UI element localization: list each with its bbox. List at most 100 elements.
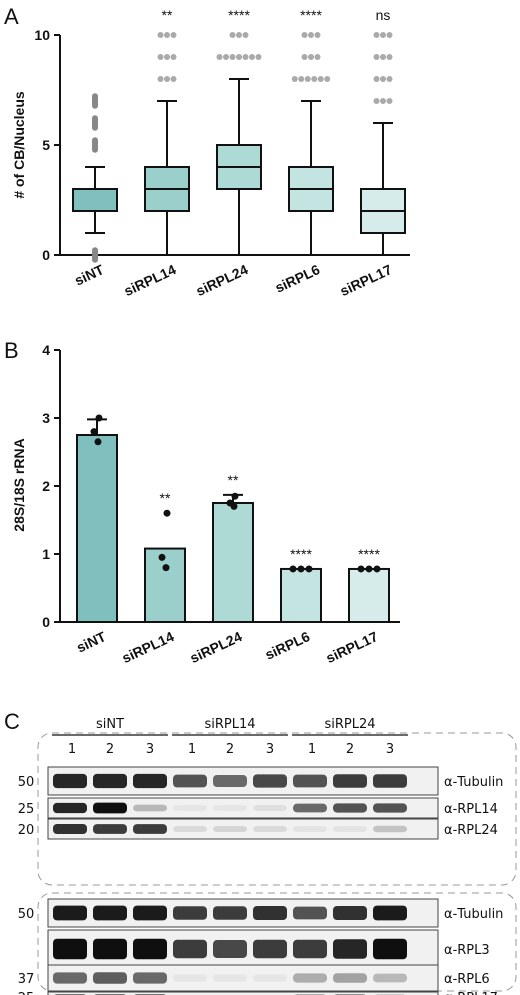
y-tick-label-a: 10 — [34, 27, 50, 43]
outlier-point — [223, 54, 229, 60]
bar-siRPL17 — [348, 567, 390, 624]
outlier-point — [92, 124, 98, 131]
data-point — [158, 553, 166, 561]
lane-number: 2 — [226, 742, 234, 757]
significance-label: **** — [228, 7, 250, 23]
lane-number: 1 — [308, 742, 316, 757]
blot-band — [373, 825, 407, 833]
data-point — [305, 565, 313, 573]
outlier-point — [386, 98, 393, 104]
blot-band — [213, 774, 247, 788]
western-blot-panel: C siNT siRPL14 siRPL24 1 2 3 1 2 3 1 2 3 50 α-Tubulin… — [4, 709, 517, 995]
outlier-point — [386, 32, 393, 38]
blot-band — [213, 940, 247, 958]
bar-chart-28s-18s: B 28S/18S rRNA 0 1 2 3 4 siNT ** siRPL14 ** siRPL… — [4, 338, 400, 666]
lane-group-label: siRPL14 — [204, 717, 255, 732]
blot-band — [133, 905, 167, 921]
blot-band — [53, 972, 87, 984]
data-point — [94, 438, 102, 446]
y-tick-label-b: 1 — [42, 546, 50, 562]
blot-strip — [47, 991, 439, 995]
bar-siRPL14 — [144, 547, 186, 623]
mw-marker: 50 — [18, 907, 35, 922]
outlier-point — [157, 32, 164, 38]
blot-band — [373, 973, 407, 983]
data-point — [163, 509, 171, 517]
blot-band — [333, 973, 367, 983]
blot-band — [133, 972, 167, 984]
outlier-point — [311, 76, 318, 82]
significance-label: **** — [300, 7, 322, 23]
blot-band — [253, 774, 287, 788]
blot-band — [333, 939, 367, 959]
mw-marker: 25 — [18, 802, 35, 817]
outlier-point — [255, 54, 262, 60]
x-tick-label-b: siRPL6 — [262, 628, 312, 663]
data-point — [373, 565, 381, 573]
mw-marker: 37 — [18, 972, 35, 987]
significance-label: ** — [228, 472, 239, 488]
blot-band — [253, 805, 287, 811]
outlier-point — [386, 54, 393, 60]
y-tick-label-a: 5 — [42, 137, 50, 153]
outlier-point — [92, 256, 98, 263]
outlier-point — [380, 76, 386, 82]
blot-band — [53, 938, 87, 960]
blot-band — [333, 906, 367, 920]
data-point — [230, 502, 238, 510]
box-siNT — [72, 188, 118, 212]
data-point — [289, 565, 297, 573]
data-point — [162, 564, 170, 572]
outlier-point — [170, 54, 177, 60]
outlier-point — [386, 76, 393, 82]
data-point — [297, 565, 305, 573]
significance-label: ** — [160, 490, 171, 506]
blot-band — [93, 938, 127, 960]
significance-label: **** — [290, 546, 312, 562]
outlier-point — [164, 32, 170, 38]
x-tick-label-a: siRPL17 — [337, 261, 394, 299]
blot-antibody-label: α-RPL6 — [444, 972, 490, 987]
blot-band — [373, 905, 407, 921]
lane-number: 3 — [386, 742, 394, 757]
blot-band — [213, 906, 247, 920]
outlier-point — [216, 54, 223, 60]
blot-band — [93, 802, 127, 814]
blot-band — [93, 824, 127, 834]
blot-band — [93, 972, 127, 984]
box-plot-cb-per-nucleus: A # of CB/Nucleus 0 5 10 siNT ** siRPL14 **** s… — [4, 4, 410, 299]
blot-band — [133, 824, 167, 834]
blot-band — [293, 973, 327, 983]
outlier-point — [314, 32, 321, 38]
data-point — [90, 428, 98, 436]
outlier-point — [304, 76, 311, 82]
outlier-point — [164, 54, 170, 60]
blot-band — [53, 905, 87, 921]
outlier-point — [229, 32, 236, 38]
y-tick-label-a: 0 — [42, 247, 50, 263]
blot-antibody-label: α-RPL17 — [444, 991, 498, 995]
blot-band — [93, 905, 127, 921]
blot-band — [213, 825, 247, 833]
blot-band — [173, 974, 207, 982]
blot-band — [173, 906, 207, 920]
x-tick-label-a: siRPL6 — [272, 261, 322, 296]
lane-number: 2 — [346, 742, 354, 757]
x-tick-label-b: siNT — [74, 628, 109, 656]
x-tick-label-b: siRPL14 — [119, 628, 176, 666]
blot-antibody-label: α-Tubulin — [444, 907, 503, 922]
lane-number: 1 — [68, 742, 76, 757]
blot-band — [373, 803, 407, 813]
blot-band — [333, 803, 367, 813]
panel-letter-b: B — [4, 338, 19, 363]
lane-group-label: siNT — [96, 717, 124, 732]
blot-band — [213, 805, 247, 811]
x-tick-label-b: siRPL24 — [187, 628, 244, 666]
blot-band — [253, 974, 287, 982]
blot-band — [53, 773, 87, 789]
outlier-point — [236, 32, 242, 38]
y-axis-label-a: # of CB/Nucleus — [11, 91, 27, 199]
outlier-point — [324, 76, 331, 82]
bar-siNT — [76, 434, 118, 623]
outlier-point — [301, 32, 308, 38]
